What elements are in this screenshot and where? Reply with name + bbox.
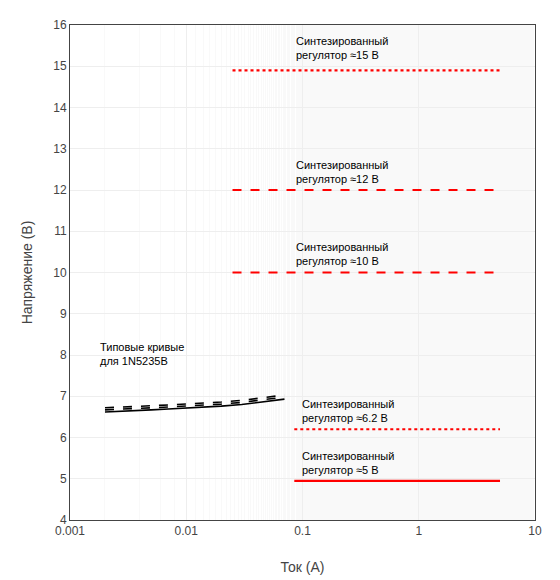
svg-text:Синтезированныйрегулятор ≈10 В: Синтезированныйрегулятор ≈10 В (296, 241, 388, 267)
svg-text:16: 16 (53, 18, 67, 32)
svg-text:5: 5 (60, 472, 67, 486)
svg-text:8: 8 (60, 348, 67, 362)
svg-text:10: 10 (528, 524, 542, 538)
svg-text:0.01: 0.01 (175, 524, 199, 538)
svg-text:0.1: 0.1 (294, 524, 311, 538)
svg-text:1: 1 (415, 524, 422, 538)
svg-text:14: 14 (53, 101, 67, 115)
svg-text:11: 11 (54, 224, 67, 238)
svg-text:12: 12 (53, 183, 67, 197)
svg-text:Синтезированныйрегулятор ≈6.2: Синтезированныйрегулятор ≈6.2 В (302, 398, 394, 424)
svg-text:Синтезированныйрегулятор ≈12 В: Синтезированныйрегулятор ≈12 В (296, 159, 388, 185)
svg-text:Ток (А): Ток (А) (281, 559, 325, 575)
svg-text:10: 10 (53, 266, 67, 280)
svg-text:Синтезированныйрегулятор ≈15 В: Синтезированныйрегулятор ≈15 В (296, 35, 388, 61)
svg-text:7: 7 (60, 389, 67, 403)
svg-text:0.001: 0.001 (55, 524, 85, 538)
svg-text:9: 9 (60, 307, 67, 321)
svg-text:4: 4 (60, 513, 67, 527)
svg-text:15: 15 (53, 59, 67, 73)
svg-text:Напряжение (В): Напряжение (В) (19, 221, 35, 325)
svg-text:6: 6 (60, 431, 67, 445)
svg-text:13: 13 (53, 142, 67, 156)
svg-text:Типовые кривыедля 1N5235B: Типовые кривыедля 1N5235B (100, 341, 184, 367)
svg-text:Синтезированныйрегулятор ≈5 В: Синтезированныйрегулятор ≈5 В (302, 450, 394, 476)
